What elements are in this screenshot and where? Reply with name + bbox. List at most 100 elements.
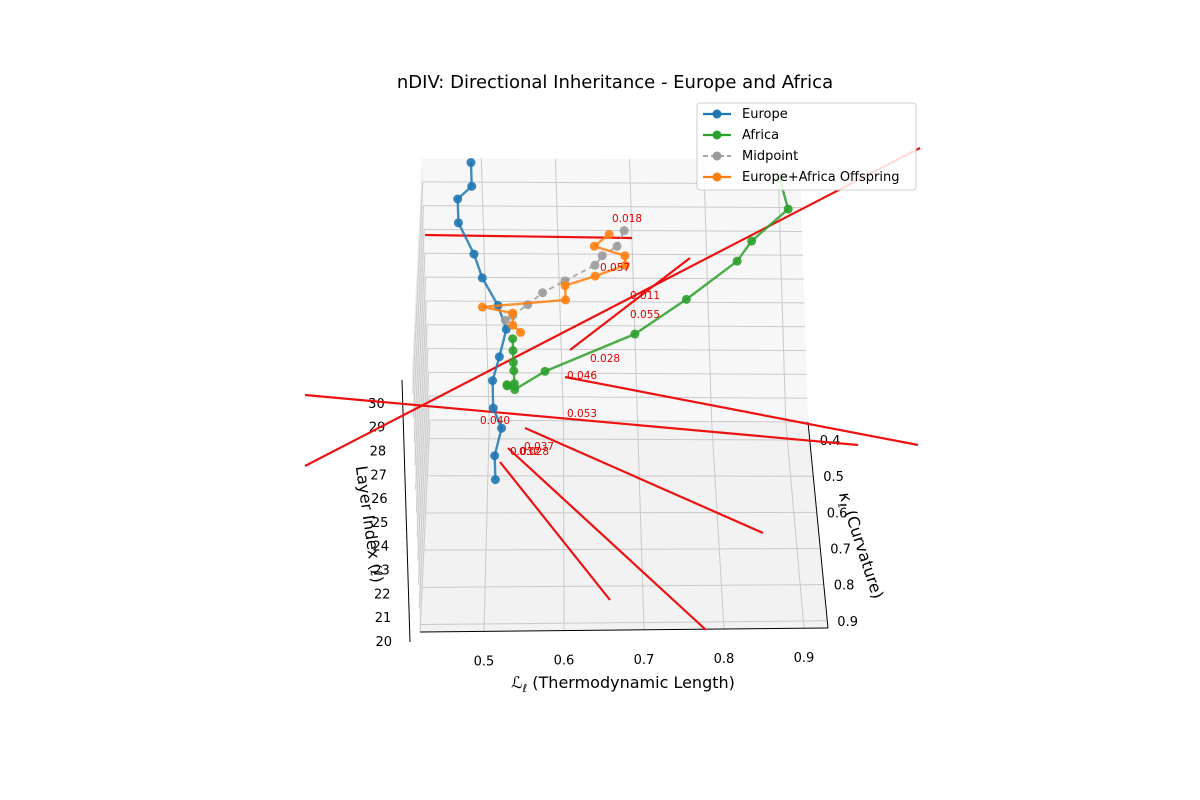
series-point-europe xyxy=(494,352,504,362)
floor-pane xyxy=(420,420,828,632)
x-tick-label: 0.9 xyxy=(794,651,815,666)
series-point-europe-africa-offspring xyxy=(477,302,487,312)
z-tick-label: 26 xyxy=(371,492,388,507)
grid-line-x xyxy=(483,420,490,632)
legend-midpoint-label: Midpoint xyxy=(742,149,798,164)
tick-labels: 0.50.60.70.80.90.40.50.60.70.80.92021222… xyxy=(368,397,858,670)
series-point-europe xyxy=(477,273,487,283)
x-tick-label: 0.5 xyxy=(474,654,495,669)
series-point-africa xyxy=(508,346,518,356)
series-point-europe-africa-offspring xyxy=(620,260,630,270)
arrow-line xyxy=(499,461,611,601)
grid-line-x xyxy=(562,420,565,631)
y-tick-label: 0.5 xyxy=(823,470,844,485)
legend-offspring-marker xyxy=(712,172,722,182)
series-point-africa xyxy=(630,329,640,339)
grid-line-y xyxy=(423,547,821,551)
grid-line-z-side xyxy=(418,372,430,585)
z-tick-label: 20 xyxy=(375,635,392,650)
series-point-europe-africa-offspring xyxy=(590,271,600,281)
legend-entry-europe: Europe xyxy=(703,107,788,122)
series-point-africa xyxy=(509,379,519,389)
arrow-line xyxy=(564,375,919,447)
grid-line-x xyxy=(711,421,725,630)
legend-africa-label: Africa xyxy=(742,128,779,143)
arrow-line xyxy=(569,257,691,351)
x-tick-label: 0.6 xyxy=(554,654,575,669)
legend-offspring-label: Europe+Africa Offspring xyxy=(742,170,899,185)
series-point-europe xyxy=(490,451,500,461)
series-point-europe xyxy=(501,324,511,334)
data-series xyxy=(453,158,793,485)
grid-line-x-wall xyxy=(480,158,490,421)
grid-line-x-wall xyxy=(629,159,639,422)
z-tick-label: 21 xyxy=(375,611,392,626)
series-point-africa xyxy=(540,366,550,376)
y-tick-label: 0.8 xyxy=(834,579,855,594)
grid-line-z xyxy=(429,419,809,423)
axis-lines xyxy=(401,379,829,643)
legend-midpoint-marker xyxy=(712,151,722,161)
distance-annotation: 0.037 xyxy=(524,441,554,453)
axes-panes xyxy=(412,158,828,632)
z-tick-label: 27 xyxy=(370,468,387,483)
series-point-europe-africa-offspring xyxy=(508,320,518,330)
series-point-europe xyxy=(497,423,507,433)
legend-entry-midpoint: Midpoint xyxy=(703,149,798,164)
distance-annotation: 0.018 xyxy=(612,213,642,225)
distance-annotation: 0.046 xyxy=(567,370,597,382)
legend-europe-label: Europe xyxy=(742,107,788,122)
back-wall-pane xyxy=(422,158,808,422)
series-point-africa xyxy=(508,334,518,344)
y-tick-label: 0.6 xyxy=(827,506,848,521)
series-point-europe xyxy=(469,249,479,259)
grid-line-z-side xyxy=(412,181,424,394)
series-point-europe-africa-offspring xyxy=(620,251,630,261)
series-point-africa xyxy=(681,294,691,304)
grid-line-z xyxy=(425,276,804,280)
distance-annotation: 0.057 xyxy=(600,262,630,274)
series-point-africa xyxy=(509,366,519,376)
series-point-africa xyxy=(783,204,793,214)
z-tick-label: 23 xyxy=(373,564,390,579)
arrow-line xyxy=(304,147,921,467)
series-point-midpoint xyxy=(597,251,607,261)
grid-line-y xyxy=(425,511,817,514)
arrow-line xyxy=(507,447,707,631)
series-point-europe-africa-offspring xyxy=(604,229,614,239)
grid-line-z xyxy=(427,324,806,328)
grid-line-z-side xyxy=(412,205,424,418)
x-axis-label-text: (Thermodynamic Length) xyxy=(527,673,735,692)
distance-annotation: 0.055 xyxy=(630,309,660,321)
grid-line-z xyxy=(424,252,803,256)
grid-line-z-side xyxy=(416,324,428,537)
x-axis-label-symbol: ℒ xyxy=(511,673,523,692)
series-point-europe-africa-offspring xyxy=(589,241,599,251)
grid-line-z xyxy=(423,205,802,209)
distance-annotation: 0.053 xyxy=(567,408,597,420)
series-point-africa xyxy=(508,358,518,368)
z-tick-label: 24 xyxy=(373,540,390,555)
grid-line-y xyxy=(429,438,810,441)
series-point-europe-africa-offspring xyxy=(560,281,570,291)
y-axis-label-subscript: ℓ xyxy=(835,500,849,509)
direction-arrows xyxy=(304,147,921,631)
grid-line-z-side xyxy=(417,348,429,561)
grid-line-y xyxy=(422,584,824,588)
annotation-labels: 0.018 0.057 0.011 0.055 0.028 0.046 0.053 0.040… xyxy=(480,213,660,458)
grid-line-z xyxy=(426,300,805,304)
x-axis-line xyxy=(419,627,829,633)
distance-annotation: 0.011 xyxy=(630,290,660,302)
z-axis-line xyxy=(401,379,411,643)
series-point-europe-africa-offspring xyxy=(561,295,571,305)
grid-line-y xyxy=(420,620,828,626)
grid-line-z-side xyxy=(414,253,426,466)
distance-annotation: 0.028 xyxy=(519,446,549,458)
z-tick-label: 30 xyxy=(368,397,385,412)
series-point-midpoint xyxy=(612,241,622,251)
legend-entry-offspring: Europe+Africa Offspring xyxy=(703,170,899,185)
distance-annotation: 0.032 xyxy=(510,446,540,458)
grid-line-z xyxy=(424,228,803,232)
legend-europe-marker xyxy=(712,109,722,119)
